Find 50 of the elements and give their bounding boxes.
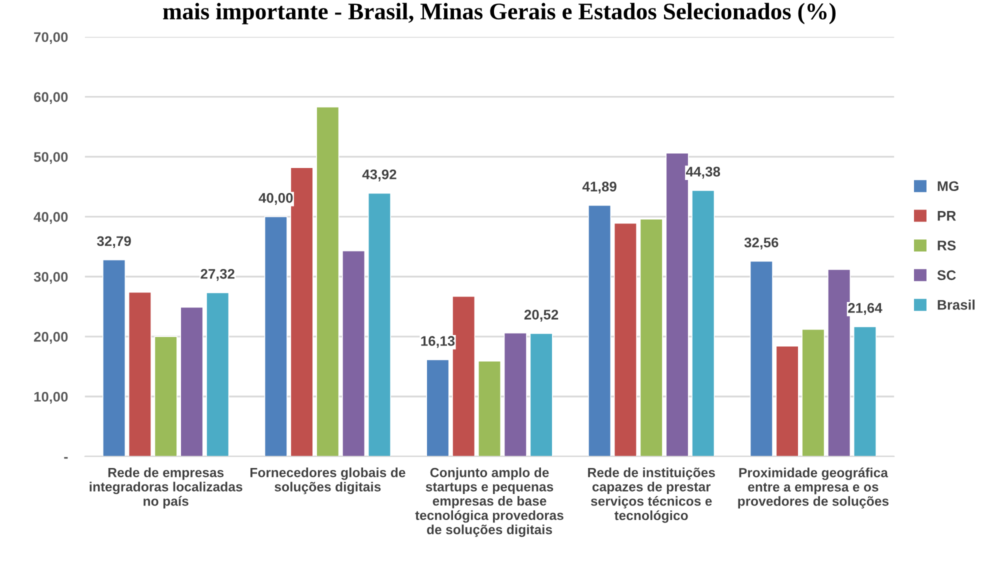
bar <box>530 333 553 456</box>
legend-label: MG <box>938 181 958 192</box>
legend-label: SC <box>937 270 956 280</box>
data-label: 40,00 <box>258 192 293 205</box>
bar <box>750 260 773 456</box>
y-tick-label: 50,00 <box>34 152 68 164</box>
data-label: 43,92 <box>362 169 396 182</box>
data-label: 21,64 <box>848 303 882 315</box>
bar <box>802 328 825 456</box>
x-tick-label: Proximidade geográfica entre a empresa e os provedores de soluções <box>738 468 889 508</box>
bar <box>776 346 799 456</box>
bar <box>853 326 877 456</box>
data-label: 16,13 <box>421 336 455 348</box>
data-label: 32,79 <box>96 236 131 248</box>
y-tick-label: 40,00 <box>34 212 68 224</box>
bar <box>128 292 152 456</box>
x-tick-label: Rede de instituições capazes de prestar serviços técnicos e tecnológico <box>588 468 715 523</box>
legend-label: RS <box>938 240 956 250</box>
legend-label: Brasil <box>938 300 975 310</box>
bar <box>342 250 366 456</box>
data-label: 27,32 <box>200 268 234 281</box>
bar <box>504 332 527 456</box>
bar <box>368 192 392 456</box>
bar <box>206 292 230 456</box>
x-tick-label: Rede de empresas integradoras localizadas no país <box>90 468 242 508</box>
chart-title: mais importante - Brasil, Minas Gerais e Estados Selecionados (%) <box>163 2 836 24</box>
data-label: 20,52 <box>524 310 558 322</box>
data-label: 44,38 <box>686 166 720 179</box>
y-tick-label: 10,00 <box>34 392 68 404</box>
bar <box>692 190 715 456</box>
bar <box>154 336 178 456</box>
y-tick-label: 30,00 <box>34 272 68 284</box>
y-tick-label: 70,00 <box>34 32 68 44</box>
y-tick-label: - <box>64 457 68 459</box>
legend-label: PR <box>938 211 956 221</box>
bar <box>264 216 288 456</box>
data-label: 41,89 <box>582 182 616 194</box>
bar <box>478 360 502 456</box>
bar <box>640 218 663 456</box>
bar <box>180 306 204 456</box>
bar <box>316 106 340 456</box>
bar <box>588 204 612 456</box>
x-tick-label: Fornecedores globais de soluções digitais <box>250 468 406 494</box>
y-tick-label: 60,00 <box>34 92 68 104</box>
data-label: 32,56 <box>744 238 778 250</box>
bar <box>102 259 126 456</box>
x-tick-label: Conjunto amplo de startups e pequenas empresas de base tecnológica provedoras de soluções digitais <box>415 468 564 537</box>
bar <box>426 359 450 456</box>
y-tick-label: 20,00 <box>34 332 68 344</box>
bar <box>614 222 638 456</box>
